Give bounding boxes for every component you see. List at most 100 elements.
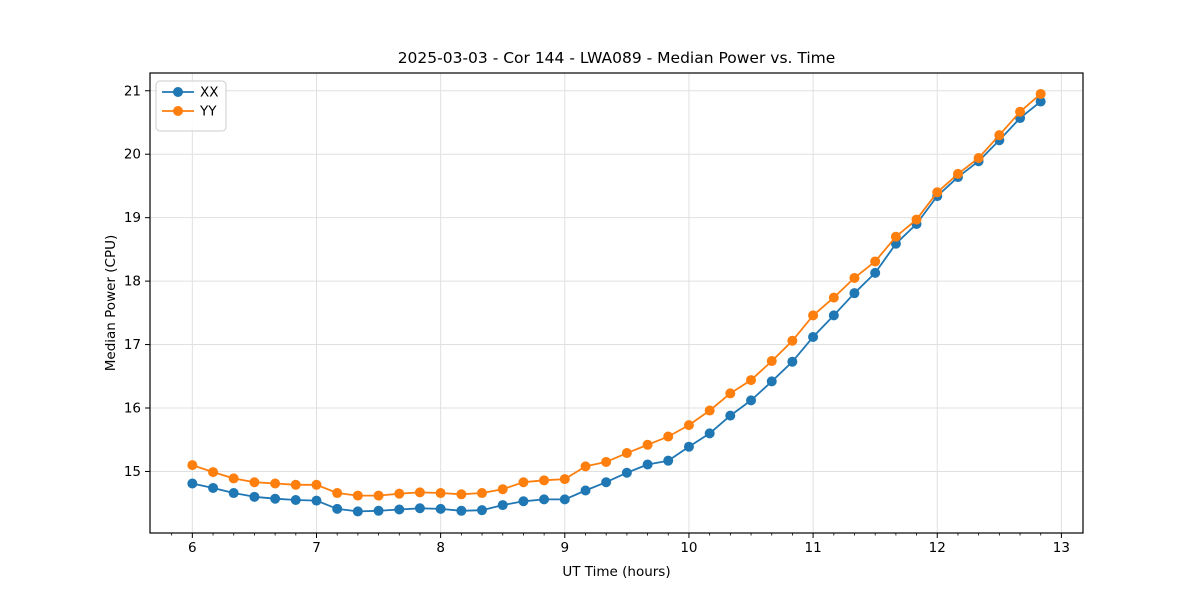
series-yy-point [414, 487, 425, 498]
series-yy-point [373, 490, 384, 501]
series-yy-point [208, 467, 219, 478]
series-xx-point [332, 503, 343, 514]
series-yy-point [621, 448, 632, 459]
series-yy-point [725, 388, 736, 399]
series-xx-point [352, 506, 363, 517]
series-yy-point [539, 475, 550, 486]
y-tick-label: 20 [124, 147, 141, 163]
series-yy-point [808, 310, 819, 321]
series-yy-point [663, 431, 674, 442]
series-xx-point [663, 455, 674, 466]
y-tick-label: 16 [124, 401, 141, 417]
x-axis-label: UT Time (hours) [562, 564, 671, 580]
series-yy-point [973, 153, 984, 164]
series-xx-point [642, 459, 653, 470]
series-xx-point [766, 376, 777, 387]
series-yy-point [1015, 106, 1026, 117]
series-xx-point [787, 356, 798, 367]
series-yy-point [270, 478, 281, 489]
series-yy-point [952, 168, 963, 179]
series-yy-point [890, 231, 901, 242]
series-xx-point [187, 478, 198, 489]
series-yy-point [683, 420, 694, 431]
series-xx-point [270, 493, 281, 504]
x-tick-label: 13 [1053, 540, 1070, 556]
y-tick-label: 15 [124, 464, 141, 480]
series-yy-point [497, 484, 508, 495]
y-tick-label: 17 [124, 337, 141, 353]
x-tick-label: 7 [312, 540, 321, 556]
x-tick-label: 12 [929, 540, 946, 556]
legend-sample-marker [173, 87, 183, 97]
x-tick-label: 9 [560, 540, 569, 556]
series-yy-point [911, 214, 922, 225]
series-xx-point [725, 410, 736, 421]
series-yy-point [476, 488, 487, 499]
series-yy-point [828, 292, 839, 303]
y-tick-label: 18 [124, 274, 141, 290]
series-xx-point [746, 395, 757, 406]
series-yy-point [187, 460, 198, 471]
series-xx-point [435, 503, 446, 514]
series-yy-point [352, 490, 363, 501]
series-xx-point [559, 494, 570, 505]
x-tick-label: 10 [680, 540, 697, 556]
series-xx-point [228, 488, 239, 499]
series-yy-point [746, 375, 757, 386]
series-yy-point [456, 489, 467, 500]
series-yy-point [435, 488, 446, 499]
series-yy-point [787, 335, 798, 346]
series-xx-point [580, 485, 591, 496]
series-xx-point [290, 495, 301, 506]
series-xx-point [621, 467, 632, 478]
series-xx-point [704, 428, 715, 439]
plot-border [149, 72, 1084, 534]
series-yy-point [994, 130, 1005, 141]
series-yy-point [580, 461, 591, 472]
series-xx-point [539, 494, 550, 505]
series-xx-point [890, 238, 901, 249]
series-xx-point [828, 310, 839, 321]
series-yy-point [870, 256, 881, 267]
x-tick-label: 6 [188, 540, 197, 556]
series-xx-point [808, 331, 819, 342]
x-tick-label: 8 [436, 540, 445, 556]
series-xx-point [683, 441, 694, 452]
series-yy-point [642, 439, 653, 450]
series-yy-point [290, 479, 301, 490]
series-yy-point [766, 356, 777, 367]
series-xx-point [311, 495, 322, 506]
legend-label-xx: XX [200, 85, 219, 101]
y-axis-label: Median Power (CPU) [103, 234, 119, 372]
series-xx-point [601, 477, 612, 488]
series-xx-point [1035, 96, 1046, 107]
series-yy-point [559, 474, 570, 485]
series-xx-point [249, 491, 260, 502]
series-yy-point [311, 479, 322, 490]
series-xx-point [456, 505, 467, 516]
series-xx-point [476, 505, 487, 516]
series-xx-point [414, 503, 425, 514]
x-tick-label: 11 [805, 540, 822, 556]
series-xx-point [208, 482, 219, 493]
series-yy-point [1035, 88, 1046, 99]
series-yy-point [932, 187, 943, 198]
series-yy-point [704, 405, 715, 416]
series-xx-point [373, 505, 384, 516]
series-xx-point [497, 500, 508, 511]
series-yy-point [332, 488, 343, 499]
chart-title: 2025-03-03 - Cor 144 - LWA089 - Median P… [397, 49, 836, 67]
series-yy-point [249, 477, 260, 488]
y-tick-label: 21 [124, 83, 141, 99]
series-xx-point [849, 288, 860, 299]
series-xx-point [394, 504, 405, 515]
series-yy-point [228, 473, 239, 484]
series-yy-point [849, 272, 860, 283]
series-yy-point [601, 456, 612, 467]
legend-sample-marker [173, 106, 183, 116]
series-xx-line [192, 100, 1042, 513]
series-yy-point [518, 477, 529, 488]
series-xx-point [870, 267, 881, 278]
